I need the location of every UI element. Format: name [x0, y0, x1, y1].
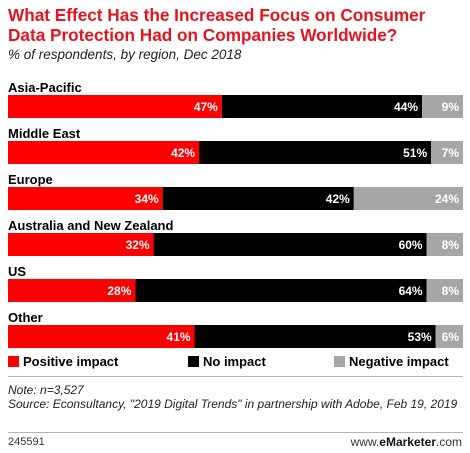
chart-title: What Effect Has the Increased Focus on C… [8, 5, 426, 45]
bar-segment-positive-impact [8, 325, 195, 348]
bar-segment-negative-impact [426, 279, 463, 302]
data-label: 34% [135, 192, 159, 206]
bar-segment-no-impact [162, 187, 354, 210]
data-label: 42% [171, 146, 195, 160]
bar-row-other: Other 41% 53% 6% [8, 310, 463, 348]
chart-id: 245591 [8, 436, 45, 448]
data-label: 8% [442, 238, 460, 252]
bar-row-middle-east: Middle East 42% 51% 7% [8, 126, 463, 164]
bar-segment-no-impact [199, 141, 432, 164]
data-label: 51% [403, 146, 427, 160]
legend-swatch [188, 356, 199, 367]
bar-segment-negative-impact [353, 187, 463, 210]
region-label: Asia-Pacific [8, 80, 82, 95]
region-label: Europe [8, 172, 53, 187]
bar-segment-positive-impact [8, 95, 222, 118]
data-label: 60% [399, 238, 423, 252]
region-label: US [8, 264, 26, 279]
bar-row-australia-and-new-zealand: Australia and New Zealand 32% 60% 8% [8, 218, 463, 256]
bar-row-europe: Europe 34% 42% 24% [8, 172, 463, 210]
footnote-note: Note: n=3,527 [8, 383, 84, 397]
region-label: Middle East [8, 126, 81, 141]
bar-segment-negative-impact [426, 233, 463, 256]
bar-segment-positive-impact [8, 141, 200, 164]
bar-segment-positive-impact [8, 233, 154, 256]
legend: Positive impact No impact Negative impact [8, 354, 449, 369]
stacked-bar-chart: Asia-Pacific 47% 44% 9% Middle East 42% 51% 7% E… [8, 80, 463, 369]
region-label: Other [8, 310, 43, 325]
data-label: 44% [394, 100, 418, 114]
data-label: 53% [408, 330, 432, 344]
divider [8, 376, 463, 377]
bar-segment-negative-impact [435, 325, 463, 348]
data-label: 24% [435, 192, 459, 206]
bar-segment-no-impact [194, 325, 436, 348]
chart-subtitle: % of respondents, by region, Dec 2018 [8, 47, 242, 62]
legend-swatch [8, 356, 19, 367]
legend-item-negative-impact: Negative impact [334, 354, 449, 369]
data-label: 32% [126, 238, 150, 252]
data-label: 8% [442, 284, 460, 298]
bar-segment-negative-impact [431, 141, 463, 164]
region-label: Australia and New Zealand [8, 218, 173, 233]
bar-segment-positive-impact [8, 279, 136, 302]
brand-name: eMarketer [379, 435, 436, 449]
footnote-source: Source: Econsultancy, "2019 Digital Tren… [8, 396, 458, 411]
bar-row-asia-pacific: Asia-Pacific 47% 44% 9% [8, 80, 463, 118]
bar-segment-no-impact [153, 233, 427, 256]
legend-label: Positive impact [23, 354, 119, 369]
brand-prefix: www. [350, 435, 380, 449]
data-label: 64% [399, 284, 423, 298]
bars-layer: Asia-Pacific 47% 44% 9% Middle East 42% 51% 7% E… [8, 80, 463, 348]
legend-label: No impact [203, 354, 267, 369]
data-label: 7% [442, 146, 460, 160]
data-label: 42% [326, 192, 350, 206]
bar-segment-no-impact [221, 95, 423, 118]
data-label: 9% [442, 100, 460, 114]
data-label: 41% [167, 330, 191, 344]
legend-item-no-impact: No impact [188, 354, 267, 369]
legend-swatch [334, 356, 345, 367]
footnote: Note: n=3,527 Source: Econsultancy, "201… [8, 383, 463, 411]
divider [8, 432, 463, 433]
brand-suffix: .com [435, 435, 462, 449]
bar-segment-positive-impact [8, 187, 163, 210]
legend-label: Negative impact [349, 354, 449, 369]
brand-url[interactable]: www.eMarketer.com [351, 435, 462, 449]
data-label: 47% [194, 100, 218, 114]
legend-item-positive-impact: Positive impact [8, 354, 119, 369]
bar-segment-no-impact [135, 279, 427, 302]
bar-segment-negative-impact [422, 95, 463, 118]
bar-row-us: US 28% 64% 8% [8, 264, 463, 302]
data-label: 6% [442, 330, 460, 344]
data-label: 28% [107, 284, 131, 298]
